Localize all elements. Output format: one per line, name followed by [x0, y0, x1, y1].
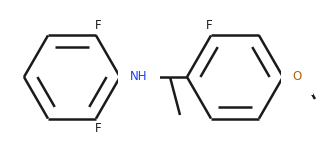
Text: F: F: [206, 19, 212, 32]
Text: F: F: [95, 122, 101, 135]
Text: F: F: [95, 19, 101, 32]
Text: NH: NH: [130, 71, 148, 84]
Text: O: O: [292, 71, 302, 84]
